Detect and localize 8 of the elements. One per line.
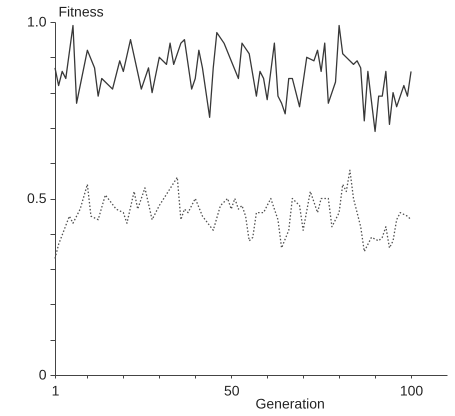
y-tick-label: 1.0 — [27, 14, 47, 30]
x-tick-label: 1 — [52, 382, 60, 398]
x-tick-label: 50 — [224, 382, 240, 398]
x-axis-title: Generation — [256, 396, 325, 412]
y-tick-label: 0.5 — [27, 190, 47, 206]
x-tick-label: 100 — [400, 382, 424, 398]
y-axis-title: Fitness — [58, 4, 104, 20]
y-tick-label: 0 — [38, 366, 47, 382]
